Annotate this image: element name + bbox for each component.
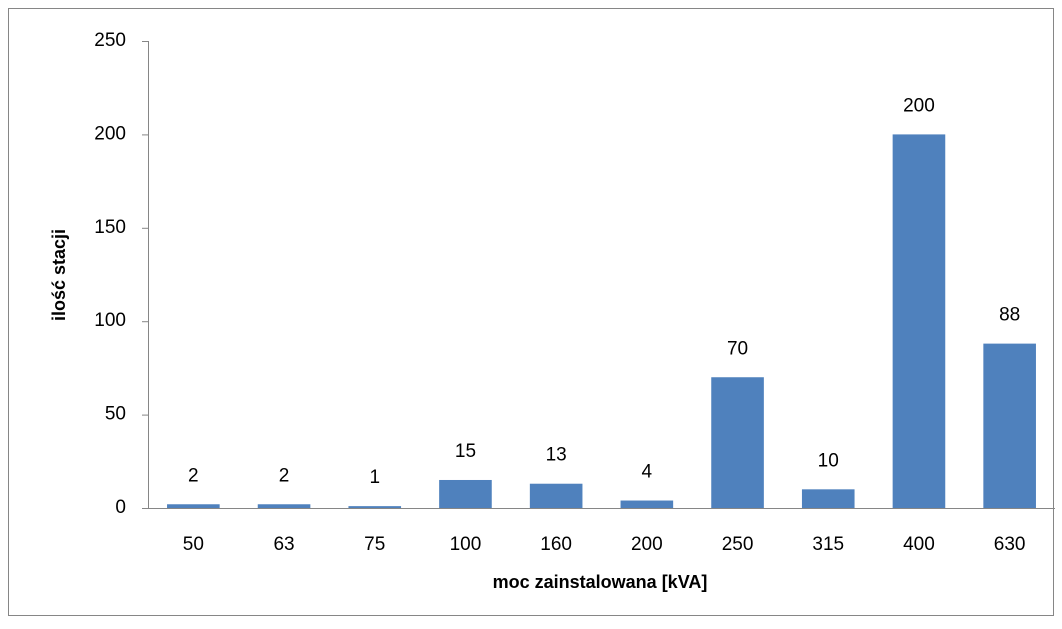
x-tick-label: 200 (631, 534, 663, 555)
y-tick-label: 100 (94, 310, 126, 331)
bar (892, 134, 946, 508)
bar (983, 343, 1036, 508)
data-label: 15 (455, 441, 476, 462)
y-tick-label: 250 (94, 30, 126, 51)
data-label: 2 (279, 465, 290, 486)
bar (711, 377, 764, 508)
chart-frame (8, 8, 1054, 616)
data-label: 200 (903, 95, 935, 116)
bar (348, 506, 402, 508)
bar (801, 489, 855, 508)
y-tick-label: 0 (115, 497, 126, 518)
data-label: 88 (999, 305, 1020, 326)
x-axis-label: moc zainstalowana [kVA] (493, 572, 708, 592)
x-tick-label: 63 (273, 534, 294, 555)
y-tick-label: 150 (94, 217, 126, 238)
y-tick-label: 50 (105, 404, 126, 425)
data-label: 13 (546, 445, 567, 466)
y-tick-label: 200 (94, 123, 126, 144)
data-label: 1 (369, 467, 380, 488)
x-tick-label: 630 (994, 534, 1026, 555)
x-tick-label: 75 (364, 534, 385, 555)
x-tick-label: 315 (812, 534, 844, 555)
x-tick-label: 400 (903, 534, 935, 555)
data-label: 10 (818, 450, 839, 471)
x-tick-label: 100 (450, 534, 482, 555)
data-label: 4 (642, 462, 653, 483)
data-label: 70 (727, 338, 748, 359)
bar (167, 504, 220, 508)
bar (620, 500, 674, 508)
x-tick-label: 50 (183, 534, 204, 555)
data-label: 2 (188, 465, 199, 486)
x-tick-label: 250 (722, 534, 754, 555)
bar (439, 479, 492, 508)
bar (257, 504, 311, 508)
y-axis-label: ilość stacji (49, 229, 69, 321)
x-tick-label: 160 (540, 534, 572, 555)
bar (529, 483, 583, 508)
